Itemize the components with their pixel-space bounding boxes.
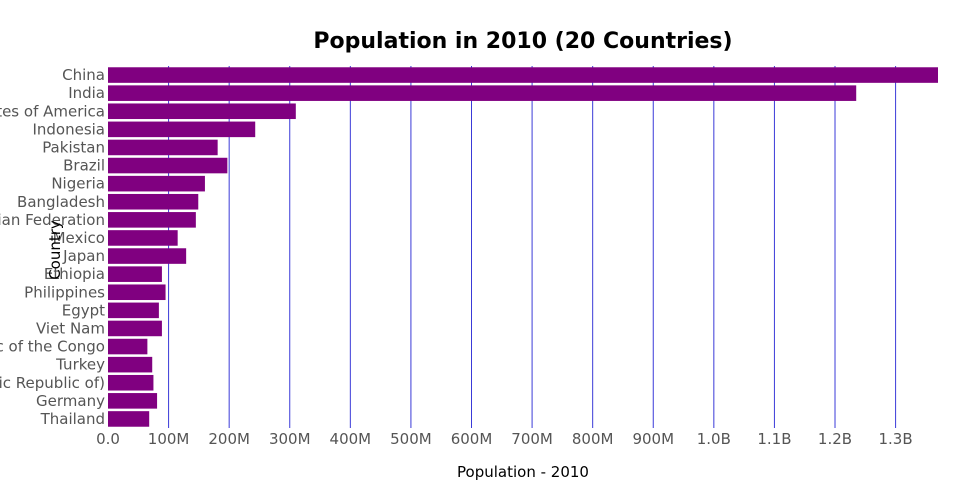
y-tick-label: United States of America — [0, 102, 105, 120]
bar — [108, 284, 166, 301]
y-tick-label: Turkey — [55, 356, 105, 374]
y-tick-label: Pakistan — [42, 138, 105, 156]
bar — [108, 103, 296, 120]
y-tick-label: Mexico — [53, 229, 105, 247]
bar — [108, 193, 199, 210]
x-tick-label: 100M — [148, 430, 190, 448]
x-tick-label: 1.3B — [879, 430, 913, 448]
y-tick-label: Democratic Republic of the Congo — [0, 338, 105, 356]
x-tick-label: 500M — [390, 430, 432, 448]
bar — [108, 230, 178, 246]
x-tick-label: 1.0B — [697, 430, 731, 448]
bar — [108, 212, 196, 228]
y-tick-label: China — [62, 66, 105, 84]
x-tick-label: 700M — [511, 430, 553, 448]
bar — [108, 411, 150, 427]
bar — [108, 157, 228, 174]
y-tick-label: Ethiopia — [44, 265, 105, 283]
bar — [108, 139, 218, 156]
y-axis-title: Country — [46, 220, 64, 280]
x-tick-label: 200M — [208, 430, 250, 448]
x-tick-label: 0.0 — [96, 430, 120, 448]
y-tick-label: Thailand — [40, 410, 105, 428]
x-tick-label: 400M — [330, 430, 372, 448]
bar — [108, 175, 205, 192]
bar — [108, 374, 154, 391]
y-tick-label: Viet Nam — [36, 319, 105, 337]
y-axis-tick-labels: ChinaIndiaUnited States of AmericaIndone… — [0, 66, 105, 428]
y-tick-label: Bangladesh — [17, 193, 105, 211]
bar — [108, 338, 148, 355]
bar — [108, 121, 256, 138]
bar — [108, 356, 153, 373]
x-tick-label: 300M — [269, 430, 311, 448]
y-tick-label: Philippines — [24, 283, 105, 301]
x-tick-label: 800M — [572, 430, 614, 448]
bars — [108, 67, 938, 427]
chart-title: Population in 2010 (20 Countries) — [313, 29, 732, 54]
y-tick-label: Germany — [36, 392, 105, 410]
y-tick-label: India — [68, 84, 105, 102]
y-tick-label: Brazil — [63, 157, 105, 175]
bar — [108, 302, 159, 319]
bar — [108, 85, 857, 101]
y-tick-label: Japan — [62, 247, 105, 265]
x-tick-label: 1.1B — [757, 430, 791, 448]
y-tick-label: Indonesia — [32, 120, 105, 138]
y-tick-label: Iran (Islamic Republic of) — [0, 374, 105, 392]
bar — [108, 393, 158, 409]
bar — [108, 266, 162, 282]
x-tick-label: 1.2B — [818, 430, 852, 448]
bar — [108, 248, 187, 264]
bar — [108, 320, 162, 337]
x-tick-label: 900M — [632, 430, 674, 448]
y-tick-label: Russian Federation — [0, 211, 105, 229]
bar — [108, 67, 938, 83]
x-axis-title: Population - 2010 — [457, 463, 589, 481]
y-tick-label: Egypt — [62, 301, 105, 319]
gridlines — [168, 66, 897, 428]
y-tick-label: Nigeria — [51, 175, 105, 193]
x-tick-label: 600M — [451, 430, 493, 448]
x-axis-tick-labels: 0.0 100M 200M 300M 400M 500M 600M 700M 800M 900M 1… — [96, 430, 913, 448]
